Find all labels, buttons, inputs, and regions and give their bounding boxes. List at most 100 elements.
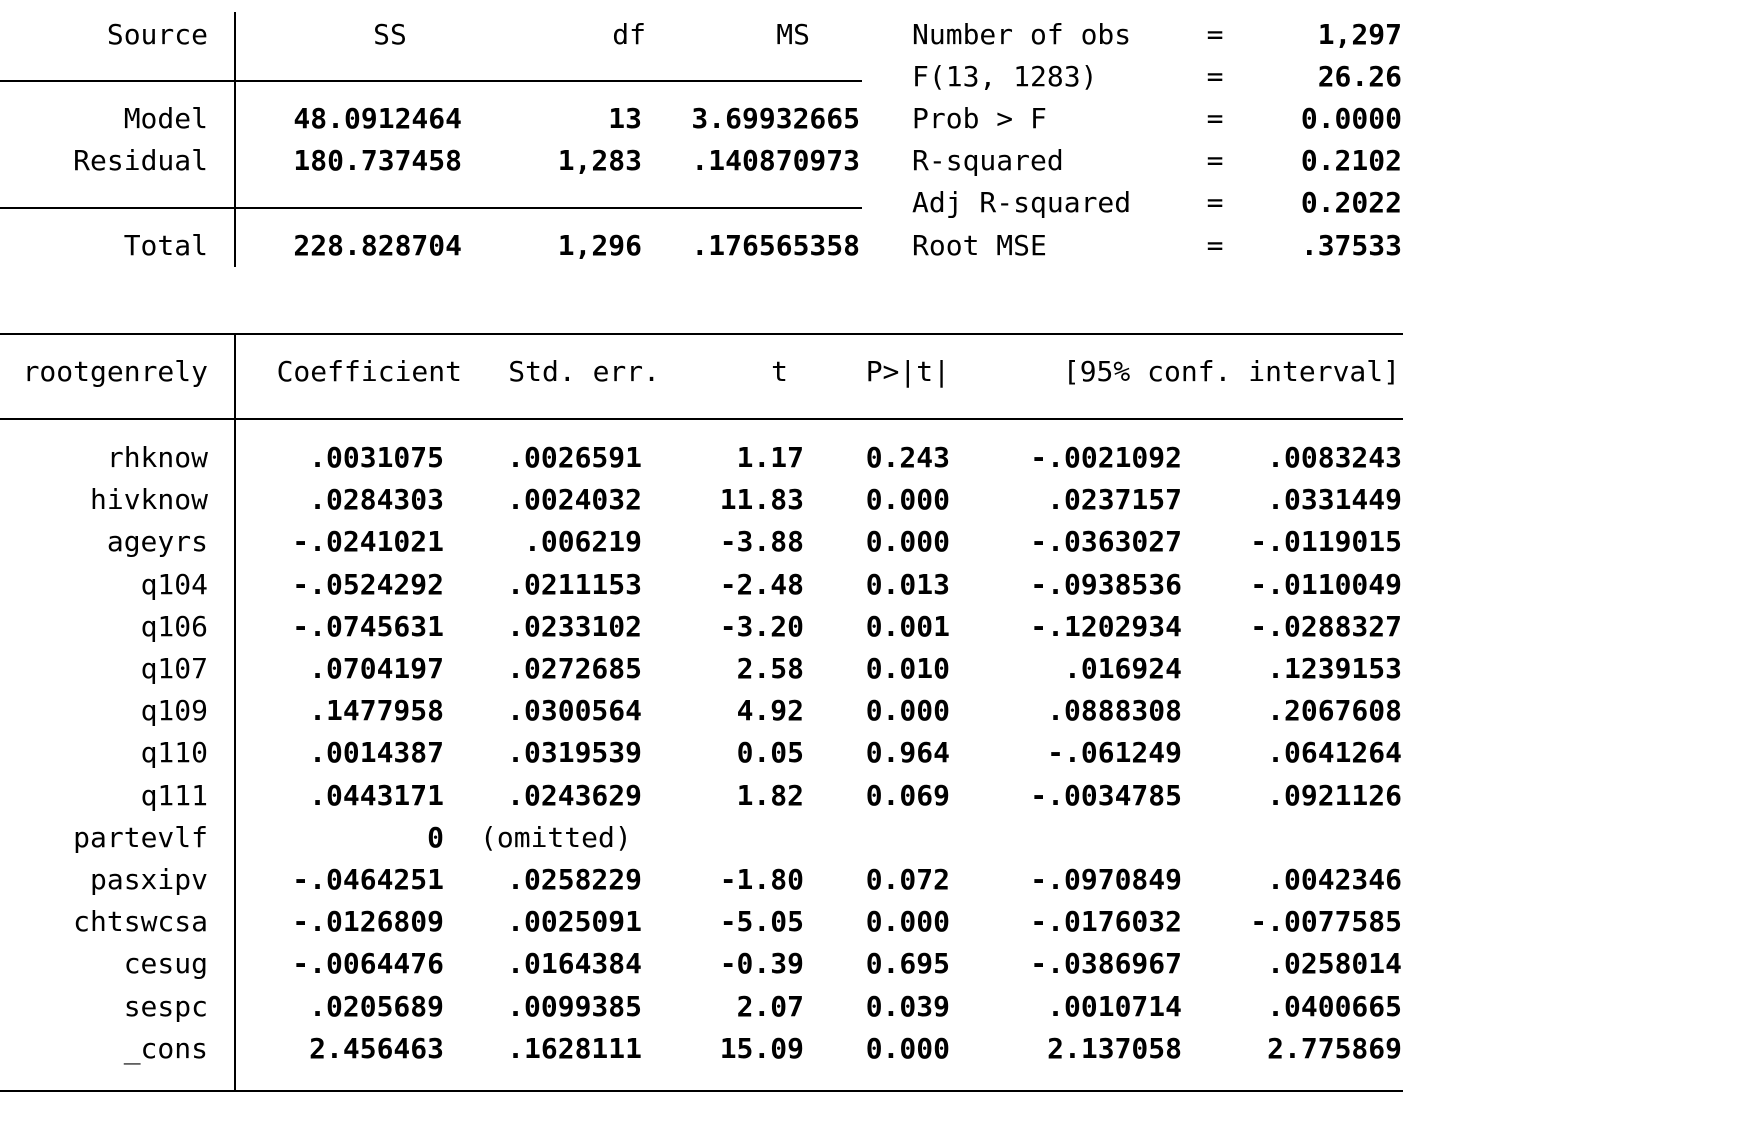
coef-cell-pvalue: 0.695 xyxy=(865,947,950,981)
anova-row-label: Residual xyxy=(73,144,208,177)
coef-cell-ci-upper: -.0110049 xyxy=(1250,567,1402,601)
coef-cell-ci-lower: -.0386967 xyxy=(1030,947,1182,981)
coef-cell-ci-lower: -.0176032 xyxy=(1030,905,1182,939)
coef-cell-ci-upper xyxy=(1190,821,1402,855)
coef-cell-ci-upper: .0042346 xyxy=(1267,863,1402,896)
coef-top-rule xyxy=(0,333,1403,335)
anova-column-divider xyxy=(234,12,236,267)
coef-cell-ci-lower: -.0363027 xyxy=(1030,525,1182,559)
coef-cell-variable: chtswcsa xyxy=(73,905,208,939)
coef-cell-variable: pasxipv xyxy=(89,863,208,896)
coef-cell-stderr: .0300564 xyxy=(507,694,642,728)
anova-header-ms: MS xyxy=(776,18,810,51)
coef-header-stderr: Std. err. xyxy=(508,355,660,388)
coef-cell-t: 2.58 xyxy=(736,652,804,685)
coef-cell-variable: cesug xyxy=(123,947,208,981)
coef-cell-coefficient: .0284303 xyxy=(309,483,444,517)
coef-cell-t: -2.48 xyxy=(719,567,804,601)
coef-cell-ci-lower: .0888308 xyxy=(1047,694,1182,728)
coef-cell-ci-upper: .0921126 xyxy=(1267,778,1402,812)
coef-cell-ci-lower: -.061249 xyxy=(1047,736,1182,770)
coef-cell-stderr: .1628111 xyxy=(507,1031,642,1065)
coef-cell-ci-upper: .0331449 xyxy=(1267,483,1402,517)
coef-cell-ci-lower: -.0034785 xyxy=(1030,778,1182,812)
anova-row-label: Model xyxy=(123,102,208,135)
coef-cell-ci-upper: -.0077585 xyxy=(1250,905,1402,939)
coef-cell-t xyxy=(650,821,804,855)
stat-label: R-squared xyxy=(912,144,1064,177)
stat-equals: = xyxy=(1206,18,1224,51)
coef-cell-t: 1.82 xyxy=(736,778,804,812)
coef-cell-ci-upper: 2.775869 xyxy=(1267,1031,1402,1065)
coef-cell-stderr: .0211153 xyxy=(507,567,642,601)
coef-cell-variable: partevlf xyxy=(73,820,208,854)
coef-cell-stderr: (omitted) xyxy=(480,820,632,854)
coef-cell-variable: q106 xyxy=(140,609,208,643)
coef-cell-coefficient: -.0464251 xyxy=(292,863,444,896)
coef-cell-variable: ageyrs xyxy=(106,525,208,559)
coef-cell-t: -1.80 xyxy=(719,863,804,896)
coef-cell-stderr: .0164384 xyxy=(507,947,642,981)
coef-cell-ci-upper: .2067608 xyxy=(1267,694,1402,728)
coef-header-t: t xyxy=(771,355,788,388)
coef-header-ci: [95% conf. interval] xyxy=(1062,355,1400,388)
coef-cell-t: 11.83 xyxy=(719,483,804,517)
coef-cell-stderr: .0233102 xyxy=(507,609,642,643)
coef-cell-variable: q109 xyxy=(140,694,208,728)
stat-equals: = xyxy=(1206,229,1224,262)
stat-label: Adj R-squared xyxy=(912,186,1132,219)
coef-cell-t: -3.20 xyxy=(719,609,804,643)
coef-cell-pvalue: 0.000 xyxy=(865,525,950,559)
coef-cell-coefficient: .1477958 xyxy=(309,694,444,728)
coef-cell-ci-lower: -.0970849 xyxy=(1030,863,1182,896)
stat-label: Root MSE xyxy=(912,229,1047,262)
coef-cell-ci-upper: -.0119015 xyxy=(1250,525,1402,559)
coef-cell-ci-upper: .0400665 xyxy=(1267,989,1402,1023)
anova-header-df: df xyxy=(612,18,646,51)
coef-cell-pvalue: 0.000 xyxy=(865,905,950,939)
coef-cell-variable: hivknow xyxy=(89,483,208,517)
coef-cell-variable: q107 xyxy=(140,652,208,685)
anova-cell-ms: .140870973 xyxy=(691,144,860,177)
anova-total-divider xyxy=(0,207,862,209)
coef-cell-coefficient: 0 xyxy=(427,820,444,854)
anova-cell-ss: 180.737458 xyxy=(293,144,462,177)
coef-cell-t: -0.39 xyxy=(719,947,804,981)
coef-cell-ci-lower xyxy=(960,821,1182,855)
anova-cell-ss: 228.828704 xyxy=(293,229,462,262)
coef-cell-stderr: .0025091 xyxy=(507,905,642,939)
stat-equals: = xyxy=(1206,144,1224,177)
coef-header-pvalue: P>|t| xyxy=(865,355,950,388)
coef-cell-pvalue: 0.000 xyxy=(865,694,950,728)
coef-cell-pvalue: 0.964 xyxy=(865,736,950,770)
coef-cell-coefficient: .0704197 xyxy=(309,652,444,685)
coef-cell-variable: q110 xyxy=(140,736,208,770)
coef-cell-ci-lower: -.1202934 xyxy=(1030,609,1182,643)
coef-cell-t: 0.05 xyxy=(736,736,804,770)
coef-cell-pvalue: 0.039 xyxy=(865,989,950,1023)
coef-cell-ci-upper: .0258014 xyxy=(1267,947,1402,981)
anova-cell-df: 13 xyxy=(608,102,642,135)
anova-cell-ms: 3.69932665 xyxy=(691,102,860,135)
coef-cell-ci-upper: .0641264 xyxy=(1267,736,1402,770)
coef-cell-pvalue: 0.072 xyxy=(865,863,950,896)
coef-bottom-rule xyxy=(0,1090,1403,1092)
coef-cell-variable: sespc xyxy=(123,989,208,1023)
coef-header-divider xyxy=(0,418,1403,420)
stat-value: 0.0000 xyxy=(1300,102,1402,135)
coef-header-depvar: rootgenrely xyxy=(22,355,208,388)
coef-cell-t: 2.07 xyxy=(736,989,804,1023)
anova-row-label: Total xyxy=(123,229,208,262)
coef-cell-stderr: .0272685 xyxy=(507,652,642,685)
anova-cell-df: 1,283 xyxy=(557,144,642,177)
coef-cell-ci-lower: -.0021092 xyxy=(1030,441,1182,474)
coef-cell-pvalue xyxy=(810,821,950,855)
coef-cell-ci-upper: .1239153 xyxy=(1267,652,1402,685)
stat-label: Number of obs xyxy=(912,18,1132,51)
coef-cell-pvalue: 0.010 xyxy=(865,652,950,685)
coef-cell-ci-lower: .016924 xyxy=(1063,652,1182,685)
coef-cell-stderr: .0024032 xyxy=(507,483,642,517)
stat-value: 0.2022 xyxy=(1300,186,1402,219)
coef-cell-coefficient: .0443171 xyxy=(309,778,444,812)
